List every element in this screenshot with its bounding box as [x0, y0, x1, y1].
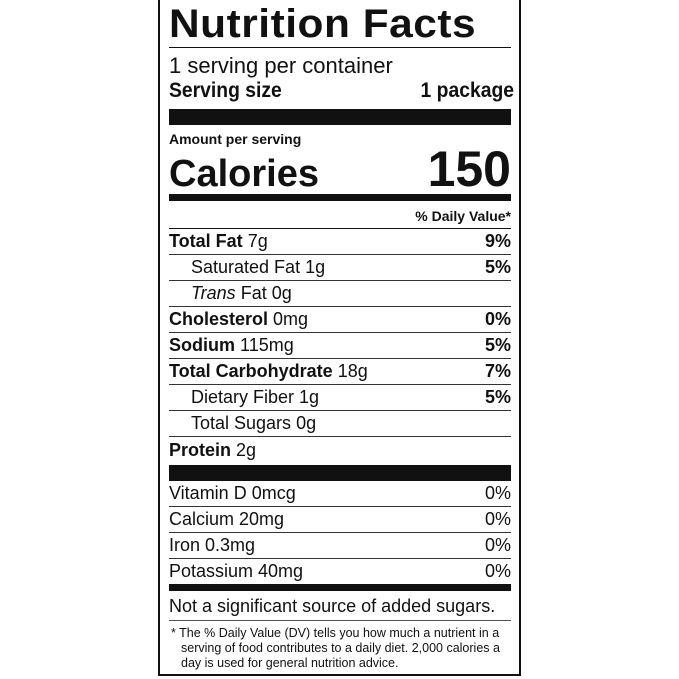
- divider: [169, 47, 511, 48]
- calories-value: 150: [427, 141, 511, 197]
- nutrient-name: Total Fat: [169, 231, 243, 251]
- medium-divider: [169, 194, 511, 201]
- nutrient-amount: 0mg: [273, 309, 309, 329]
- vitamin-dv: 0%: [484, 560, 511, 581]
- nutrient-name: Protein: [169, 439, 232, 460]
- serving-size-value: 1 package: [420, 79, 514, 102]
- divider: [169, 228, 511, 229]
- nutrient-name: Trans: [191, 283, 236, 303]
- nutrient-name-rest: Fat: [240, 283, 267, 303]
- nutrient-dv: 5%: [484, 335, 511, 355]
- nutrient-name: Saturated Fat: [191, 257, 301, 277]
- thick-divider: [169, 465, 511, 481]
- label-title: Nutrition Facts: [169, 2, 477, 46]
- calories-label: Calories: [169, 153, 319, 195]
- nutrient-row-trans-fat: Trans Fat 0g: [169, 281, 511, 307]
- nutrient-row-cholesterol: Cholesterol 0mg 0%: [169, 307, 511, 333]
- nutrient-name: Total Carbohydrate: [169, 361, 333, 381]
- nutrient-row-saturated-fat: Saturated Fat 1g 5%: [169, 255, 511, 281]
- nutrient-row-dietary-fiber: Dietary Fiber 1g 5%: [169, 385, 511, 411]
- nutrient-amount: 1g: [305, 257, 326, 277]
- serving-size: Serving size 1 package: [169, 78, 514, 104]
- vitamin-row: Calcium 20mg 0%: [169, 507, 511, 533]
- nutrient-amount: 0g: [271, 283, 292, 303]
- vitamin-dv: 0%: [484, 535, 511, 555]
- nutrition-facts-label: Nutrition Facts 1 serving per container …: [158, 0, 521, 676]
- nutrient-row-sodium: Sodium 115mg 5%: [169, 333, 511, 359]
- thick-divider: [169, 109, 511, 125]
- vitamin-text: Calcium 20mg: [169, 509, 285, 529]
- nutrient-amount: 115mg: [240, 335, 294, 355]
- vitamin-row: Vitamin D 0mcg 0%: [169, 481, 511, 507]
- medium-divider: [169, 584, 511, 591]
- nutrient-row-total-fat: Total Fat 7g 9%: [169, 229, 511, 255]
- servings-per-container: 1 serving per container: [169, 53, 393, 78]
- vitamin-text: Vitamin D 0mcg: [169, 483, 296, 503]
- nutrient-dv: 7%: [484, 361, 511, 381]
- nutrient-name: Sodium: [169, 335, 235, 355]
- vitamin-dv: 0%: [484, 509, 511, 529]
- serving-size-label: Serving size: [169, 79, 282, 102]
- nutrient-dv: 9%: [484, 231, 511, 251]
- nutrient-name: Dietary Fiber: [191, 387, 295, 407]
- vitamin-text: Iron 0.3mg: [169, 535, 256, 555]
- nutrient-amount: 1g: [299, 387, 320, 407]
- added-sugars-note: Not a significant source of added sugars…: [169, 596, 496, 616]
- divider: [169, 620, 511, 621]
- nutrient-dv: 0%: [484, 309, 511, 329]
- nutrient-amount: 18g: [337, 361, 368, 381]
- amount-per-serving: Amount per serving: [169, 131, 302, 147]
- daily-value-header: % Daily Value*: [415, 208, 511, 224]
- nutrient-dv: 5%: [484, 387, 511, 407]
- nutrient-amount: 0g: [296, 413, 317, 433]
- nutrient-name: Cholesterol: [169, 309, 269, 329]
- nutrient-row-total-carbohydrate: Total Carbohydrate 18g 7%: [169, 359, 511, 385]
- vitamin-row: Iron 0.3mg 0%: [169, 533, 511, 559]
- vitamin-row: Potassium 40mg 0%: [169, 558, 511, 584]
- footnote: * The % Daily Value (DV) tells you how m…: [171, 626, 500, 670]
- nutrient-row-total-sugars: Total Sugars 0g: [169, 411, 511, 437]
- vitamin-dv: 0%: [484, 483, 511, 503]
- calories: Calories 150: [169, 140, 511, 198]
- nutrient-row-protein: Protein 2g: [169, 437, 511, 463]
- nutrient-amount: 7g: [247, 231, 268, 251]
- vitamin-text: Potassium 40mg: [169, 560, 304, 581]
- nutrient-name: Total Sugars: [191, 413, 292, 433]
- nutrient-amount: 2g: [236, 439, 257, 460]
- nutrient-dv: 5%: [484, 257, 511, 277]
